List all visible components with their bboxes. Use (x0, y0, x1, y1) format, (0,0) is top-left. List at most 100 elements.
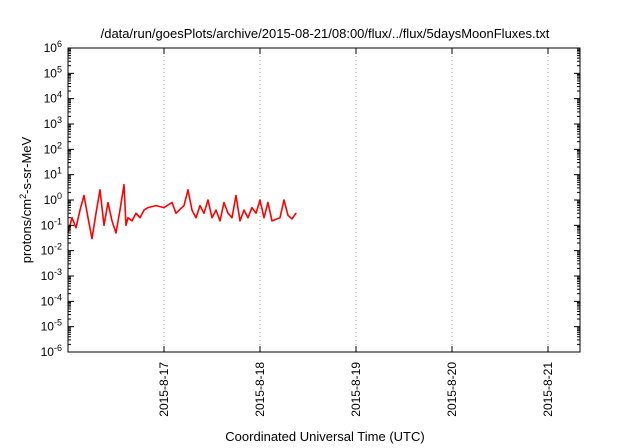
y-axis-label-sup: 2 (18, 194, 28, 199)
grid (163, 48, 549, 352)
series-line-0 (67, 183, 297, 240)
data-point (255, 212, 257, 214)
data-point (163, 207, 165, 209)
chart-title: /data/run/goesPlots/archive/2015-08-21/0… (101, 26, 550, 41)
y-tick-label-exp: 5 (57, 64, 62, 74)
data-point (187, 189, 189, 191)
y-tick-label-exp: 6 (57, 39, 62, 49)
series-layer (67, 183, 297, 240)
y-tick-label-base: 10 (41, 294, 55, 308)
y-tick-label-base: 10 (41, 218, 55, 232)
y-axis-label-suffix: -s-sr-MeV (19, 136, 34, 193)
y-tick-label-base: 10 (41, 320, 55, 334)
data-point (107, 201, 109, 204)
y-tick-label: 101 (44, 166, 62, 182)
data-point (83, 194, 85, 197)
data-point (135, 212, 137, 214)
y-tick-label: 10-5 (41, 318, 62, 334)
data-point (191, 209, 193, 211)
data-point (287, 214, 289, 216)
y-axis-label-prefix: protons/cm (19, 199, 34, 263)
x-tick-label: 2015-8-19 (349, 362, 363, 417)
data-point (259, 199, 261, 201)
data-point (279, 217, 281, 219)
x-axis: 2015-8-17 2015-8-18 2015-8-19 2015-8-20 2015… (157, 48, 555, 417)
data-point (123, 184, 125, 186)
data-point (155, 205, 157, 207)
y-axis: 10-610-510-410-310-210-11001011021031041… (41, 39, 580, 359)
y-tick-label-base: 10 (44, 117, 58, 131)
y-tick-label: 10-2 (41, 242, 62, 258)
data-point (215, 209, 217, 211)
data-point (147, 207, 149, 209)
data-point (295, 212, 297, 214)
data-point (95, 212, 97, 214)
y-tick-label: 10-4 (41, 292, 62, 308)
data-point (79, 209, 81, 211)
x-tick-label: 2015-8-18 (253, 362, 267, 417)
y-tick-label-base: 10 (44, 142, 58, 156)
data-point (139, 217, 141, 219)
data-point (207, 199, 209, 201)
y-tick-label-base: 10 (44, 41, 58, 55)
data-point (125, 224, 127, 226)
y-tick-label-exp: 1 (57, 166, 62, 176)
data-point (143, 209, 145, 211)
data-point (223, 201, 225, 204)
data-point (175, 212, 177, 214)
y-tick-label-exp: -3 (54, 267, 62, 277)
y-tick-label-base: 10 (44, 193, 58, 207)
data-point (251, 207, 253, 209)
data-point (243, 209, 245, 211)
y-tick-label: 102 (44, 140, 62, 156)
y-tick-label: 106 (44, 39, 62, 55)
data-point (263, 217, 265, 219)
data-point (183, 205, 185, 207)
data-point (239, 220, 241, 222)
data-point (131, 220, 133, 222)
data-point (235, 194, 237, 197)
data-point (127, 217, 129, 219)
y-tick-label: 10-1 (41, 216, 62, 232)
y-tick-label-exp: -4 (54, 292, 62, 302)
data-point (171, 201, 173, 204)
data-point (199, 205, 201, 207)
y-tick-label: 100 (44, 191, 62, 207)
data-point (87, 217, 89, 219)
data-point (211, 217, 213, 219)
data-point (119, 209, 121, 211)
y-tick-label-exp: 0 (57, 191, 62, 201)
y-tick-label: 10-3 (41, 267, 62, 283)
data-point (271, 220, 273, 222)
data-point (291, 218, 293, 220)
y-tick-label-exp: 2 (57, 140, 62, 150)
data-point (227, 212, 229, 214)
y-tick-label: 105 (44, 64, 62, 80)
x-tick-label: 2015-8-21 (541, 362, 555, 417)
data-point (219, 220, 221, 222)
y-tick-label-exp: 4 (57, 90, 62, 100)
data-point (203, 212, 205, 214)
y-tick-label-exp: 3 (57, 115, 62, 125)
y-tick-label-exp: -5 (54, 318, 62, 328)
y-tick-label-base: 10 (44, 66, 58, 80)
x-tick-label: 2015-8-17 (157, 362, 171, 417)
data-point (71, 217, 73, 219)
y-tick-label-base: 10 (41, 244, 55, 258)
data-point (267, 201, 269, 204)
y-tick-label: 10-6 (41, 343, 62, 359)
plot-frame (67, 47, 581, 353)
x-axis-label: Coordinated Universal Time (UTC) (225, 429, 424, 444)
data-point (103, 224, 105, 226)
data-point (75, 227, 77, 229)
data-point (91, 238, 93, 240)
y-tick-label-base: 10 (44, 92, 58, 106)
y-tick-label: 104 (44, 90, 62, 106)
y-tick-label-exp: -6 (54, 343, 62, 353)
data-point (99, 189, 101, 191)
data-point (111, 220, 113, 222)
y-tick-label-base: 10 (44, 168, 58, 182)
x-tick-label: 2015-8-20 (445, 362, 459, 417)
y-tick-label-base: 10 (41, 269, 55, 283)
